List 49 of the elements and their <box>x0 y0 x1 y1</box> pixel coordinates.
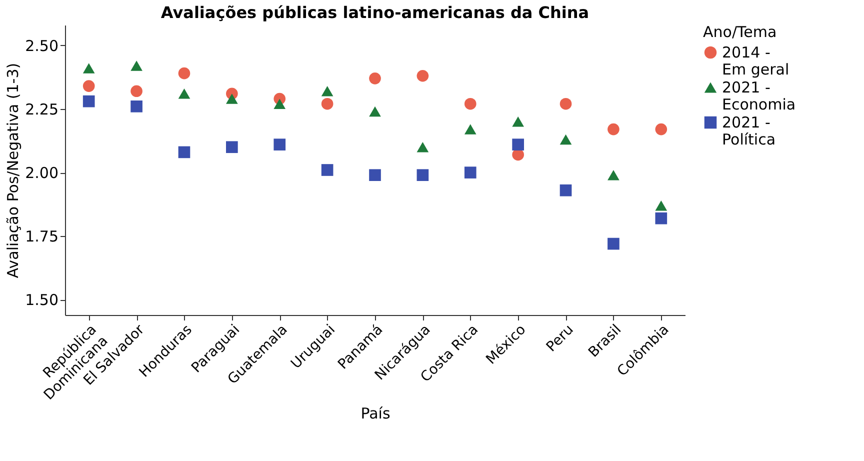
point <box>178 67 190 80</box>
point <box>178 146 190 158</box>
point <box>608 170 620 180</box>
point <box>321 164 334 176</box>
point <box>82 95 95 108</box>
point <box>512 148 524 161</box>
point <box>416 142 429 152</box>
y-tick-label: 2.25 <box>25 100 58 118</box>
point <box>464 98 476 110</box>
point <box>82 63 95 74</box>
point <box>82 80 95 92</box>
point <box>655 200 668 211</box>
point <box>130 100 142 112</box>
point <box>369 169 381 182</box>
point <box>655 123 668 136</box>
point <box>608 123 620 136</box>
legend-label: 2021 - Política <box>722 114 776 148</box>
point <box>130 85 142 98</box>
point <box>369 106 381 117</box>
point <box>274 138 286 150</box>
point <box>274 98 286 109</box>
point <box>416 70 429 82</box>
point <box>321 98 334 110</box>
x-axis-title: País <box>360 404 390 423</box>
legend-label: 2014 - Em geral <box>722 44 790 78</box>
point <box>655 212 668 224</box>
y-axis-title: Avaliação Pos/Negativa (1-3) <box>4 62 22 278</box>
point <box>416 169 429 182</box>
y-tick-label: 2.50 <box>25 36 58 55</box>
legend-label: 2021 - Economia <box>722 78 796 114</box>
point <box>226 141 238 154</box>
point <box>226 94 238 104</box>
point <box>608 238 620 250</box>
point <box>560 98 572 110</box>
point <box>512 116 524 127</box>
y-tick-label: 2.00 <box>25 164 58 182</box>
point <box>560 134 572 145</box>
chart-title: Avaliações públicas latino-americanas da China <box>160 3 590 22</box>
point <box>560 184 572 196</box>
point <box>321 86 334 96</box>
point <box>512 138 524 150</box>
y-tick-label: 1.50 <box>25 291 58 310</box>
point <box>464 166 476 178</box>
point <box>130 60 142 71</box>
legend-title: Ano/Tema <box>703 23 777 41</box>
y-tick-label: 1.75 <box>25 228 58 246</box>
point <box>464 124 476 134</box>
point <box>178 88 190 99</box>
point <box>369 72 381 84</box>
